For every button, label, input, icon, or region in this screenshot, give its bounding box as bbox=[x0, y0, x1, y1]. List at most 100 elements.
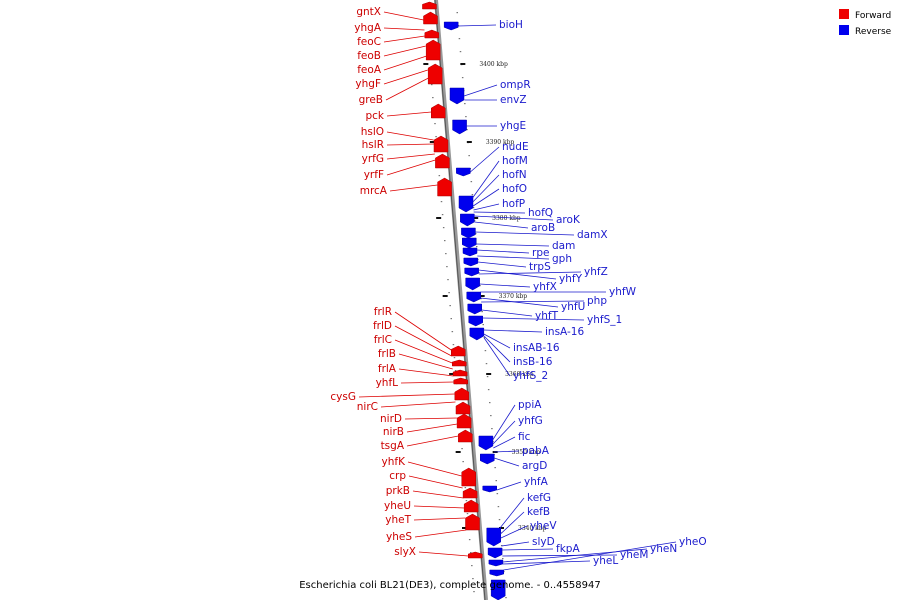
reverse-gene-label-argd[interactable]: argD bbox=[522, 460, 547, 472]
reverse-gene-label-fkpa[interactable]: fkpA bbox=[556, 543, 580, 555]
forward-gene-label-nird[interactable]: nirD bbox=[380, 413, 402, 425]
forward-gene-block[interactable] bbox=[455, 401, 471, 415]
reverse-gene-block[interactable] bbox=[461, 227, 476, 239]
forward-gene-label-crp[interactable]: crp bbox=[389, 470, 406, 482]
forward-gene-label-frlc[interactable]: frlC bbox=[374, 334, 392, 346]
reverse-gene-block[interactable] bbox=[478, 435, 494, 451]
reverse-gene-label-kefg[interactable]: kefG bbox=[527, 492, 551, 504]
reverse-gene-block[interactable] bbox=[488, 559, 504, 567]
reverse-gene-block[interactable] bbox=[468, 315, 483, 327]
forward-gene-label-yhfk[interactable]: yhfK bbox=[382, 456, 407, 468]
forward-gene-label-hslo[interactable]: hslO bbox=[361, 126, 384, 138]
reverse-gene-label-hofq[interactable]: hofQ bbox=[528, 207, 553, 219]
forward-gene-block[interactable] bbox=[433, 135, 449, 153]
forward-gene-block[interactable] bbox=[454, 387, 470, 401]
reverse-gene-label-ompr[interactable]: ompR bbox=[500, 79, 531, 91]
forward-gene-block[interactable] bbox=[462, 487, 478, 499]
forward-gene-label-yheu[interactable]: yheU bbox=[384, 500, 411, 512]
reverse-gene-label-yhev[interactable]: yheV bbox=[530, 520, 557, 532]
reverse-gene-label-nude[interactable]: nudE bbox=[502, 141, 529, 153]
reverse-gene-block[interactable] bbox=[466, 291, 481, 303]
forward-gene-block[interactable] bbox=[425, 39, 441, 61]
forward-gene-label-tsga[interactable]: tsgA bbox=[381, 440, 405, 452]
reverse-gene-label-arob[interactable]: aroB bbox=[531, 222, 555, 234]
reverse-gene-label-yhfs-1[interactable]: yhfS_1 bbox=[587, 314, 622, 326]
reverse-gene-label-paba[interactable]: pabA bbox=[522, 445, 550, 457]
reverse-gene-block[interactable] bbox=[487, 547, 503, 559]
forward-gene-label-feoa[interactable]: feoA bbox=[357, 64, 382, 76]
forward-gene-block[interactable] bbox=[461, 467, 476, 487]
reverse-gene-label-hofo[interactable]: hofO bbox=[502, 183, 527, 195]
reverse-gene-label-trps[interactable]: trpS bbox=[529, 261, 551, 273]
reverse-gene-block[interactable] bbox=[458, 195, 474, 213]
reverse-gene-block[interactable] bbox=[480, 453, 495, 465]
forward-gene-block[interactable] bbox=[456, 413, 472, 429]
forward-gene-label-feoc[interactable]: feoC bbox=[357, 36, 381, 48]
reverse-gene-label-yhel[interactable]: yheL bbox=[593, 555, 618, 567]
forward-gene-label-frlb[interactable]: frlB bbox=[378, 348, 396, 360]
forward-gene-label-frld[interactable]: frlD bbox=[373, 320, 392, 332]
reverse-gene-label-rpe[interactable]: rpe bbox=[532, 247, 549, 259]
forward-gene-label-slyx[interactable]: slyX bbox=[394, 546, 416, 558]
forward-gene-block[interactable] bbox=[423, 11, 438, 25]
forward-gene-label-prkb[interactable]: prkB bbox=[386, 485, 410, 497]
forward-gene-label-yhgf[interactable]: yhgF bbox=[355, 78, 381, 90]
reverse-gene-label-envz[interactable]: envZ bbox=[500, 94, 527, 106]
forward-gene-block[interactable] bbox=[451, 345, 466, 357]
forward-gene-label-yrfg[interactable]: yrfG bbox=[362, 153, 384, 165]
forward-gene-label-cysg[interactable]: cysG bbox=[330, 391, 356, 403]
forward-gene-label-yhga[interactable]: yhgA bbox=[354, 22, 382, 34]
forward-gene-block[interactable] bbox=[424, 29, 440, 39]
forward-gene-label-yhfl[interactable]: yhfL bbox=[376, 377, 399, 389]
reverse-gene-label-damx[interactable]: damX bbox=[577, 229, 608, 241]
forward-gene-label-yhet[interactable]: yheT bbox=[385, 514, 411, 526]
forward-gene-block[interactable] bbox=[452, 369, 468, 377]
forward-gene-label-greb[interactable]: greB bbox=[359, 94, 383, 106]
forward-gene-block[interactable] bbox=[465, 513, 480, 531]
reverse-gene-label-insab-16[interactable]: insAB-16 bbox=[513, 342, 560, 354]
forward-gene-block[interactable] bbox=[437, 177, 452, 197]
reverse-gene-label-yhfz[interactable]: yhfZ bbox=[584, 266, 608, 278]
reverse-gene-label-php[interactable]: php bbox=[587, 295, 607, 307]
forward-gene-label-gntx[interactable]: gntX bbox=[356, 6, 381, 18]
reverse-gene-label-hofm[interactable]: hofM bbox=[502, 155, 528, 167]
reverse-gene-label-ppia[interactable]: ppiA bbox=[518, 399, 542, 411]
reverse-gene-label-yhen[interactable]: yheN bbox=[650, 543, 677, 555]
reverse-gene-block[interactable] bbox=[482, 485, 497, 493]
reverse-gene-block[interactable] bbox=[469, 327, 485, 341]
forward-gene-label-pck[interactable]: pck bbox=[365, 110, 384, 122]
reverse-gene-block[interactable] bbox=[486, 527, 501, 547]
reverse-gene-block[interactable] bbox=[462, 237, 477, 249]
reverse-gene-label-slyd[interactable]: slyD bbox=[532, 536, 555, 548]
forward-gene-block[interactable] bbox=[427, 63, 443, 85]
forward-gene-block[interactable] bbox=[435, 153, 450, 169]
reverse-gene-label-yhem[interactable]: yheM bbox=[620, 549, 648, 561]
reverse-gene-block[interactable] bbox=[490, 579, 506, 600]
reverse-gene-label-yhfw[interactable]: yhfW bbox=[609, 286, 637, 298]
reverse-gene-label-yhfy[interactable]: yhfY bbox=[559, 273, 583, 285]
reverse-gene-block[interactable] bbox=[467, 303, 482, 315]
reverse-gene-label-fic[interactable]: fic bbox=[518, 431, 531, 443]
forward-gene-label-yrff[interactable]: yrfF bbox=[364, 169, 384, 181]
reverse-gene-label-yhfs-2[interactable]: yhfS_2 bbox=[513, 370, 548, 382]
reverse-gene-label-hofn[interactable]: hofN bbox=[502, 169, 527, 181]
forward-gene-label-feob[interactable]: feoB bbox=[357, 50, 381, 62]
reverse-gene-block[interactable] bbox=[465, 277, 480, 291]
forward-gene-block[interactable] bbox=[463, 499, 479, 513]
reverse-gene-label-yhft[interactable]: yhfT bbox=[535, 310, 559, 322]
reverse-gene-label-dam[interactable]: dam bbox=[552, 240, 575, 252]
forward-gene-block[interactable] bbox=[431, 103, 446, 119]
reverse-gene-label-insb-16[interactable]: insB-16 bbox=[513, 356, 553, 368]
reverse-gene-block[interactable] bbox=[443, 21, 459, 31]
forward-gene-label-nirb[interactable]: nirB bbox=[383, 426, 404, 438]
reverse-gene-label-kefb[interactable]: kefB bbox=[527, 506, 550, 518]
reverse-gene-block[interactable] bbox=[489, 569, 504, 577]
forward-gene-block[interactable] bbox=[422, 1, 437, 10]
reverse-gene-label-yhfu[interactable]: yhfU bbox=[561, 301, 585, 313]
reverse-gene-label-yhfg[interactable]: yhfG bbox=[518, 415, 543, 427]
reverse-gene-label-arok[interactable]: aroK bbox=[556, 214, 581, 226]
reverse-gene-block[interactable] bbox=[464, 267, 479, 277]
forward-gene-block[interactable] bbox=[458, 429, 473, 443]
reverse-gene-block[interactable] bbox=[456, 167, 471, 177]
forward-gene-label-yhes[interactable]: yheS bbox=[386, 531, 412, 543]
